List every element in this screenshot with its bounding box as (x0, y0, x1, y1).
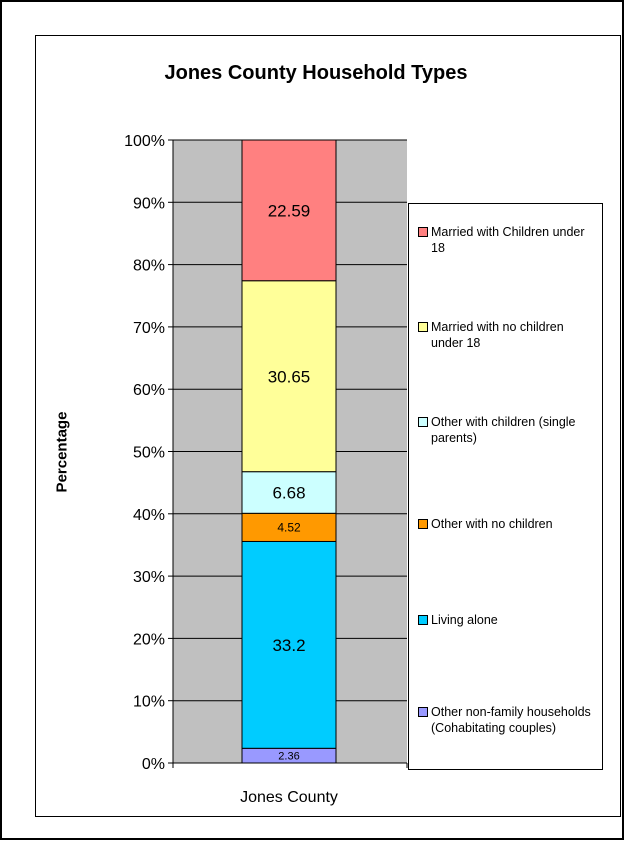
bar-segment (241, 512, 337, 542)
x-tick-label: Jones County (240, 789, 338, 806)
legend-label: Other with no children (431, 517, 553, 531)
y-tick-label: 100% (124, 133, 165, 150)
legend-label: Other non-family households (Cohabitatin… (431, 705, 591, 735)
chart-title: Jones County Household Types (165, 62, 468, 84)
data-label: 30.65 (268, 367, 311, 386)
y-tick-label: 80% (133, 258, 165, 275)
y-tick-label: 10% (133, 694, 165, 711)
legend-label: Married with Children under 18 (431, 225, 585, 255)
legend-item: Other with children (single parents) (418, 414, 598, 446)
legend-item: Living alone (418, 612, 598, 628)
data-label: 4.52 (277, 521, 301, 535)
y-tick-label: 0% (142, 756, 165, 773)
legend-item: Married with Children under 18 (418, 224, 598, 256)
y-tick-label: 70% (133, 320, 165, 337)
legend-item: Married with no children under 18 (418, 319, 598, 351)
y-tick-label: 60% (133, 382, 165, 399)
legend-label: Married with no children under 18 (431, 320, 564, 350)
legend-label: Living alone (431, 613, 498, 627)
legend-swatch (418, 519, 428, 529)
data-label: 22.59 (268, 201, 311, 220)
legend-swatch (418, 615, 428, 625)
legend-swatch (418, 227, 428, 237)
y-tick-label: 40% (133, 507, 165, 524)
legend: Married with Children under 18 Married wi… (408, 203, 603, 770)
y-tick-label: 90% (133, 195, 165, 212)
legend-swatch (418, 322, 428, 332)
y-tick-label: 20% (133, 631, 165, 648)
bar-segment (241, 280, 337, 473)
bar-segment (241, 139, 337, 282)
bar-segment (241, 540, 337, 749)
legend-swatch (418, 417, 428, 427)
y-axis-label: Percentage (53, 411, 71, 493)
legend-item: Other with no children (418, 516, 598, 532)
legend-label: Other with children (single parents) (431, 415, 576, 445)
data-label: 6.68 (272, 484, 305, 503)
legend-swatch (418, 707, 428, 717)
data-label: 2.36 (278, 751, 299, 763)
y-tick-label: 30% (133, 569, 165, 586)
legend-item: Other non-family households (Cohabitatin… (418, 704, 598, 736)
data-label: 33.2 (272, 636, 305, 655)
y-tick-label: 50% (133, 445, 165, 462)
